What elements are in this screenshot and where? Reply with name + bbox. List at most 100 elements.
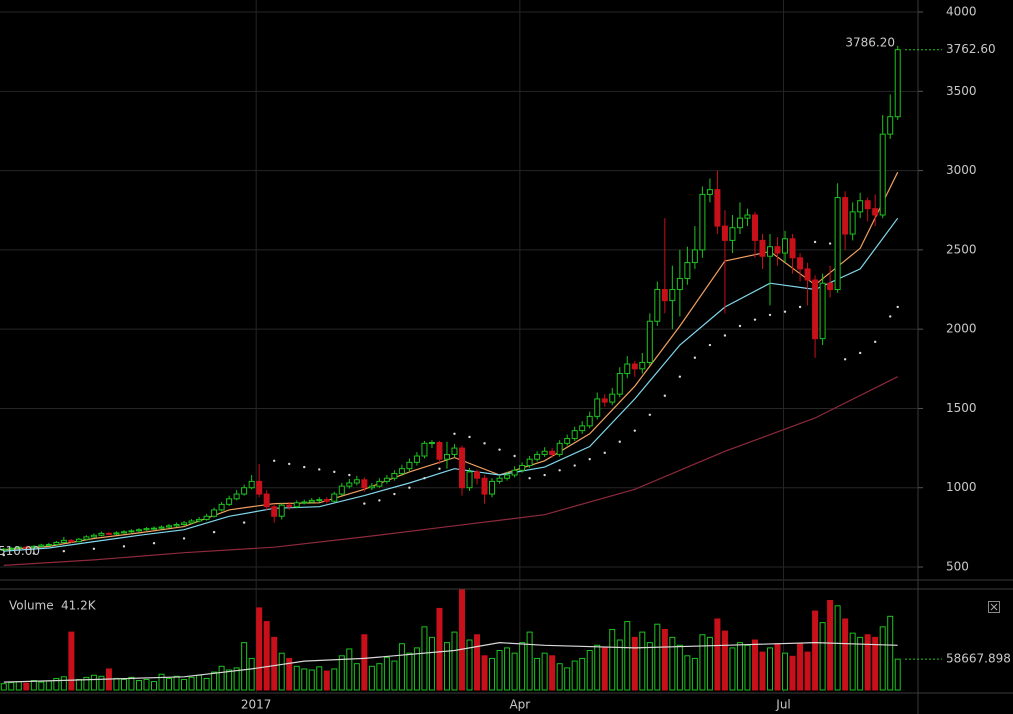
- candle-body: [729, 227, 736, 241]
- volume-bar: [203, 677, 210, 691]
- sar-dot: [828, 242, 832, 245]
- x-tick-label: 2017: [241, 698, 272, 712]
- volume-bar: [571, 660, 578, 691]
- volume-bar: [218, 665, 225, 691]
- volume-bar: [151, 681, 158, 691]
- volume-bar: [721, 630, 728, 691]
- candle-body: [894, 49, 901, 118]
- sar-dot: [768, 313, 772, 317]
- volume-bar: [609, 628, 616, 691]
- sar-dot: [633, 429, 636, 432]
- sar-dot: [348, 473, 351, 477]
- candle-body: [196, 518, 203, 522]
- candle-body: [53, 541, 60, 545]
- candle-body: [286, 504, 293, 508]
- volume-readout: 41.2K: [61, 599, 97, 613]
- candle-body: [586, 415, 593, 427]
- volume-bar: [286, 657, 293, 691]
- y-tick-label: 2000: [946, 322, 977, 336]
- sar-dot: [618, 440, 621, 443]
- candle-body: [556, 442, 563, 455]
- candle-body: [571, 430, 578, 440]
- volume-bar: [661, 628, 668, 691]
- candle-body: [721, 225, 728, 241]
- volume-bar: [331, 668, 338, 691]
- candle-body: [316, 499, 323, 502]
- candle-body: [83, 536, 90, 540]
- volume-bar: [226, 669, 233, 691]
- sar-dot: [723, 334, 727, 337]
- volume-bar: [654, 623, 661, 691]
- volume-bar: [196, 674, 203, 691]
- candle-body: [398, 468, 405, 474]
- volume-bar: [128, 676, 135, 691]
- volume-bar: [60, 676, 67, 691]
- volume-bar: [353, 663, 360, 691]
- candle-body: [451, 447, 458, 455]
- volume-bar: [68, 631, 75, 691]
- candle-body: [496, 477, 503, 482]
- close-icon[interactable]: [990, 603, 998, 611]
- volume-bar: [376, 663, 383, 691]
- sar-dot: [528, 477, 531, 480]
- candle-body: [173, 524, 180, 527]
- volume-bar: [834, 605, 841, 691]
- sar-dot: [648, 413, 652, 416]
- volume-bar: [451, 631, 458, 691]
- candle-body: [759, 239, 766, 257]
- sar-dot: [438, 467, 441, 470]
- volume-bar: [293, 665, 300, 691]
- volume-bar: [135, 680, 142, 691]
- sar-dot: [303, 465, 306, 469]
- sar-dot: [738, 324, 742, 328]
- sar-dot: [498, 448, 501, 451]
- volume-bar: [459, 589, 466, 691]
- candle-body: [654, 289, 661, 322]
- candle-body: [504, 474, 511, 479]
- sar-dot: [813, 240, 817, 244]
- x-tick-label: Jul: [775, 698, 790, 712]
- y-tick-label: 3500: [946, 84, 977, 98]
- candle-body: [827, 282, 834, 291]
- volume-bar: [594, 644, 601, 691]
- volume-bar: [436, 607, 443, 691]
- sar-dot: [408, 486, 411, 489]
- y-tick-label: 2500: [946, 242, 977, 256]
- candle-body: [834, 197, 841, 291]
- volume-bar: [736, 642, 743, 691]
- candle-body: [691, 249, 698, 264]
- volume-bar: [466, 639, 473, 691]
- candle-body: [0, 548, 7, 551]
- candle-body: [75, 538, 82, 543]
- volume-bar: [879, 626, 886, 691]
- candle-body: [323, 499, 330, 502]
- volume-bar: [526, 631, 533, 691]
- sar-dot: [32, 552, 36, 555]
- volume-bar: [699, 634, 706, 691]
- candle-body: [158, 526, 165, 529]
- candle-body: [699, 193, 706, 251]
- candle-body: [864, 200, 871, 210]
- volume-bar: [601, 647, 608, 691]
- volume-bar: [158, 673, 165, 691]
- volume-bar: [368, 665, 375, 691]
- sar-dot: [378, 499, 381, 502]
- indicator-line: [3, 217, 899, 552]
- close-box[interactable]: [988, 601, 1000, 613]
- volume-bar: [511, 652, 518, 691]
- candle-body: [744, 214, 751, 219]
- volume-bar: [83, 676, 90, 691]
- sar-dot: [543, 473, 546, 477]
- volume-bar: [684, 655, 691, 691]
- candle-body: [98, 532, 105, 536]
- sar-dot: [272, 459, 276, 462]
- volume-bar: [256, 607, 263, 691]
- sar-dot: [288, 462, 291, 466]
- close-button[interactable]: [988, 601, 1000, 613]
- candle-body: [128, 530, 135, 533]
- candle-body: [684, 262, 691, 279]
- candle-body: [624, 363, 631, 375]
- candle-body: [879, 133, 886, 216]
- candle-body: [263, 493, 270, 508]
